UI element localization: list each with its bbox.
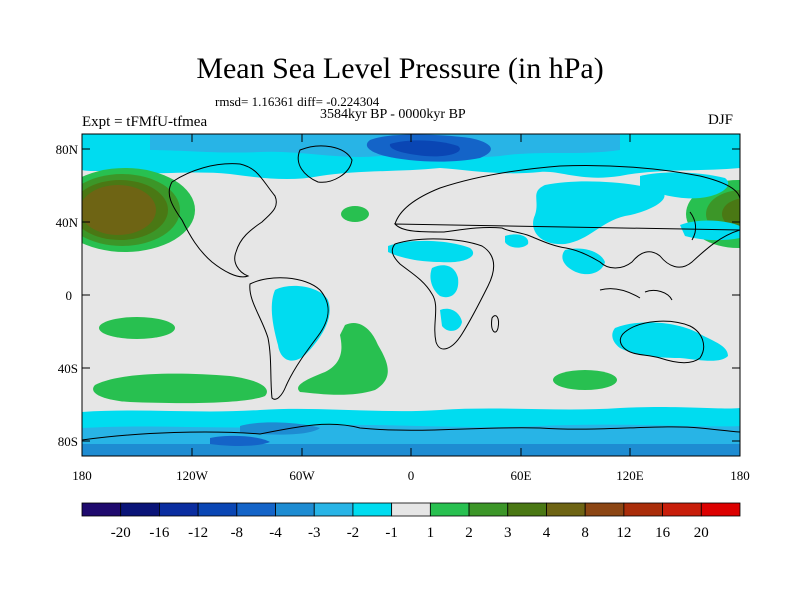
colorbar-swatch-12: [546, 502, 586, 517]
colorbar: -20 -16 -12 -8 -4 -3 -2 -1 1 2 3 4 8 12 16 20: [81, 502, 741, 541]
lat-label-3: 40S: [58, 361, 78, 376]
colorbar-label-9: 2: [465, 525, 473, 541]
contour-sahara-low: [388, 240, 474, 263]
coast-north-america: [168, 163, 277, 278]
lat-label-1: 40N: [56, 215, 79, 230]
colorbar-label-1: -16: [149, 525, 169, 541]
colorbar-swatch-5: [275, 502, 315, 517]
colorbar-swatch-0: [81, 502, 122, 517]
colorbar-label-11: 4: [543, 525, 551, 541]
lon-label-6: 180: [730, 468, 750, 483]
colorbar-label-5: -3: [308, 525, 321, 541]
coast-japan: [689, 211, 697, 241]
lon-label-2: 60W: [289, 468, 315, 483]
colorbar-label-2: -12: [188, 525, 208, 541]
coast-africa: [391, 238, 495, 350]
coast-greenland: [297, 145, 353, 183]
coastlines: [82, 145, 740, 441]
colorbar-label-14: 16: [655, 525, 671, 541]
contour-atlantic-green: [341, 206, 369, 222]
lon-label-5: 120E: [616, 468, 644, 483]
colorbar-swatch-4: [236, 502, 276, 517]
colorbar-swatch-11: [507, 502, 547, 517]
coast-eurasia: [393, 164, 740, 269]
colorbar-swatch-16: [700, 502, 741, 517]
season-label: DJF: [708, 112, 734, 128]
contour-sind-green: [553, 370, 617, 390]
colorbar-label-15: 20: [694, 525, 709, 541]
contour-siberia-low: [640, 172, 729, 199]
contour-npac-brown: [82, 185, 156, 235]
colorbar-swatch-9: [429, 502, 470, 517]
colorbar-swatch-10: [468, 502, 509, 517]
lon-label-4: 60E: [511, 468, 532, 483]
rmsd-text: rmsd= 1.16361 diff= -0.224304: [215, 94, 380, 109]
colorbar-swatch-15: [662, 502, 702, 517]
contour-spac-green: [99, 317, 175, 339]
colorbar-label-3: -8: [231, 525, 244, 541]
contour-east-asia-low: [680, 220, 740, 241]
contour-spac2-green: [93, 373, 267, 404]
colorbar-swatch-13: [584, 502, 625, 517]
colorbar-label-13: 12: [616, 525, 631, 541]
contour-australia-low: [612, 322, 728, 361]
contour-safrica-low: [440, 308, 462, 331]
coast-australia: [619, 320, 705, 364]
colorbar-label-8: 1: [427, 525, 435, 541]
contour-satl-green: [298, 322, 388, 395]
lat-label-0: 80N: [56, 142, 79, 157]
contour-eafrica-low: [430, 265, 459, 298]
map-title: Mean Sea Level Pressure (in hPa): [196, 52, 604, 85]
contour-arabia-low: [505, 234, 529, 248]
axis-ticks: [81, 134, 741, 456]
colorbar-label-7: -1: [385, 525, 398, 541]
contour-arctic-deep: [389, 140, 460, 157]
colorbar-label-0: -20: [111, 525, 131, 541]
colorbar-label-6: -2: [347, 525, 360, 541]
lon-label-3: 0: [408, 468, 415, 483]
coast-indonesia: [599, 288, 673, 301]
colorbar-label-10: 3: [504, 525, 512, 541]
colorbar-swatch-8: [391, 502, 431, 517]
contour-samerica-low: [271, 285, 330, 361]
contour-india-low: [562, 248, 605, 275]
lon-label-0: 180: [72, 468, 92, 483]
colorbar-swatch-1: [120, 502, 160, 517]
coast-madagascar: [491, 315, 499, 333]
contour-antarctic-blue: [240, 422, 320, 435]
contour-field: [82, 134, 740, 456]
contour-eurasia-low: [533, 181, 665, 245]
coast-south-america: [249, 277, 329, 400]
contour-antarctic-low: [210, 435, 270, 446]
lon-label-1: 120W: [176, 468, 209, 483]
colorbar-swatch-2: [159, 502, 199, 517]
colorbar-swatch-3: [197, 502, 238, 517]
lat-label-2: 0: [66, 288, 73, 303]
lat-label-4: 80S: [58, 434, 78, 449]
period-text: 3584kyr BP - 0000kyr BP: [320, 107, 466, 122]
colorbar-label-4: -4: [269, 525, 282, 541]
colorbar-swatch-6: [313, 502, 354, 517]
coast-antarctica: [82, 423, 740, 441]
colorbar-swatch-14: [623, 502, 663, 517]
colorbar-swatch-7: [352, 502, 393, 517]
experiment-label: Expt = tFMfU-tfmea: [82, 114, 208, 130]
colorbar-label-12: 8: [581, 525, 589, 541]
